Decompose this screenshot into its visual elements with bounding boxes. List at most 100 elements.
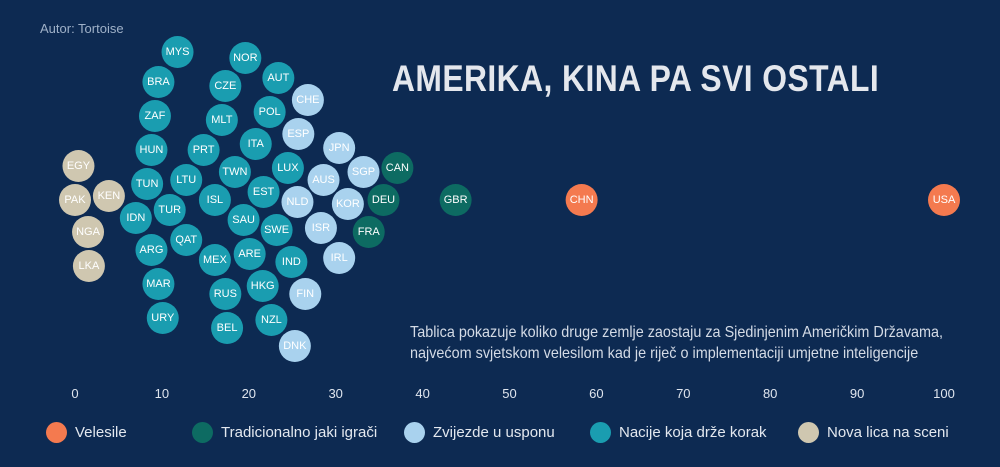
country-marker (227, 204, 260, 236)
country-code-label: CZE (214, 80, 236, 92)
country-bubble-che: CHE (291, 84, 324, 116)
country-bubble-mys: MYS (161, 36, 194, 68)
country-bubble-prt: PRT (187, 134, 220, 166)
country-code-label: NGA (76, 226, 101, 238)
country-code-label: LTU (176, 174, 196, 186)
country-marker (304, 212, 337, 244)
country-bubble-ltu: LTU (170, 164, 203, 196)
country-marker (209, 278, 242, 310)
country-bubble-fin: FIN (289, 278, 322, 310)
country-marker (170, 224, 203, 256)
country-code-label: BEL (217, 322, 238, 334)
country-code-label: NOR (233, 52, 258, 64)
country-code-label: CAN (386, 162, 409, 174)
description-line: Tablica pokazuje koliko druge zemlje zao… (410, 324, 944, 341)
legend-label: Tradicionalno jaki igrači (221, 424, 378, 441)
legend-swatch (404, 422, 425, 443)
country-marker (187, 134, 220, 166)
country-code-label: TWN (222, 166, 247, 178)
country-bubble-ken: KEN (92, 180, 125, 212)
country-code-label: AUT (267, 72, 289, 84)
country-marker (142, 268, 175, 300)
legend-swatch (46, 422, 67, 443)
country-bubble-mlt: MLT (205, 104, 238, 136)
country-bubble-lka: LKA (72, 250, 105, 282)
legend-label: Zvijezde u usponu (433, 424, 555, 441)
country-code-label: QAT (175, 234, 197, 246)
country-code-label: CHN (570, 194, 594, 206)
country-bubble-aus: AUS (307, 164, 340, 196)
country-bubble-mex: MEX (198, 244, 231, 276)
legend-swatch (798, 422, 819, 443)
legend-swatch (590, 422, 611, 443)
country-bubble-irl: IRL (323, 242, 356, 274)
country-bubble-arg: ARG (135, 234, 168, 266)
country-code-label: POL (259, 106, 281, 118)
country-marker (352, 216, 385, 248)
country-code-label: SAU (232, 214, 255, 226)
legend-item-nacije: Nacije koja drže korak (590, 422, 767, 443)
x-tick-label: 100 (933, 386, 955, 401)
country-code-label: CHE (296, 94, 319, 106)
country-marker (367, 184, 400, 216)
x-tick-label: 10 (155, 386, 169, 401)
country-code-label: MYS (166, 46, 190, 58)
country-bubble-jpn: JPN (323, 132, 356, 164)
country-marker (253, 96, 286, 128)
country-code-label: MEX (203, 254, 228, 266)
country-bubble-pak: PAK (59, 184, 91, 216)
country-code-label: SGP (352, 166, 375, 178)
country-marker (72, 216, 105, 248)
country-marker (229, 42, 262, 74)
country-marker (161, 36, 194, 68)
country-code-label: KOR (336, 198, 360, 210)
country-marker (291, 84, 324, 116)
country-code-label: AUS (312, 174, 335, 186)
chart-title: AMERIKA, KINA PA SVI OSTALI (392, 58, 880, 99)
country-marker (233, 238, 266, 270)
country-marker (138, 100, 171, 132)
country-bubble-nor: NOR (229, 42, 262, 74)
country-bubble-are: ARE (233, 238, 266, 270)
country-code-label: ZAF (145, 110, 166, 122)
country-bubble-can: CAN (381, 152, 414, 184)
country-code-label: ISR (312, 222, 330, 234)
legend-item-velesile: Velesile (46, 422, 127, 443)
country-bubble-esp: ESP (282, 118, 315, 150)
country-bubble-sau: SAU (227, 204, 260, 236)
country-marker (289, 278, 322, 310)
country-marker (565, 184, 598, 216)
country-code-label: FIN (296, 288, 314, 300)
country-bubble-ury: URY (146, 302, 179, 334)
country-bubble-chn: CHN (565, 184, 598, 216)
country-code-label: BRA (147, 76, 170, 88)
country-marker (247, 176, 280, 208)
country-bubble-nzl: NZL (255, 304, 288, 336)
chart-legend: Velesile Tradicionalno jaki igrači Zvije… (46, 422, 996, 446)
country-code-label: RUS (214, 288, 237, 300)
country-bubble-gbr: GBR (439, 184, 472, 216)
country-bubble-usa: USA (928, 184, 960, 216)
legend-label: Velesile (75, 424, 127, 441)
country-marker (131, 168, 164, 200)
country-marker (307, 164, 340, 196)
x-tick-label: 40 (415, 386, 429, 401)
country-bubble-deu: DEU (367, 184, 400, 216)
x-tick-label: 50 (502, 386, 516, 401)
legend-label: Nacije koja drže korak (619, 424, 767, 441)
country-marker (209, 70, 242, 102)
legend-item-nova-lica: Nova lica na sceni (798, 422, 949, 443)
country-code-label: NLD (286, 196, 308, 208)
country-marker (246, 270, 279, 302)
x-tick-label: 60 (589, 386, 603, 401)
country-marker (59, 184, 91, 216)
country-bubble-isr: ISR (304, 212, 337, 244)
country-bubble-tur: TUR (153, 194, 186, 226)
country-marker (271, 152, 304, 184)
country-code-label: ARG (140, 244, 164, 256)
country-code-label: DNK (283, 340, 307, 352)
country-marker (260, 214, 293, 246)
country-code-label: ARE (238, 248, 261, 260)
country-code-label: HKG (251, 280, 275, 292)
